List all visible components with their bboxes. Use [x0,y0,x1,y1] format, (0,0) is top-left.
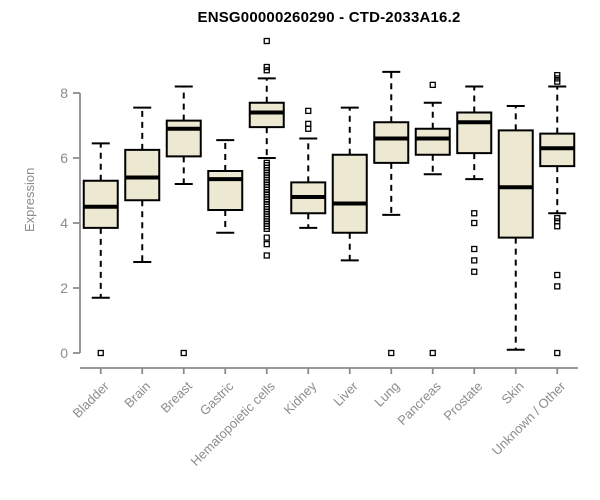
outlier-point [263,225,270,233]
outlier-point [305,107,312,115]
x-category-label-gastric: Gastric [197,378,237,418]
y-tick-label: 0 [60,345,68,361]
outlier-point [388,349,395,357]
y-tick-label: 4 [60,215,68,231]
outlier-point [263,240,270,248]
outlier-point [554,283,561,290]
outlier-point [554,271,561,279]
outlier-point [471,268,478,275]
box-breast [165,85,202,357]
outlier-point [554,223,561,230]
outlier-point [97,349,104,357]
y-tick-label: 2 [60,280,68,296]
box-lung [373,70,410,357]
x-category-label-unknown-other: Unknown / Other [489,378,569,458]
outlier-point [554,75,561,82]
x-category-label-lung: Lung [371,379,402,410]
outlier-point [471,245,478,253]
box-hematopoietic-cells [248,37,285,259]
outlier-point [263,252,270,259]
box-bladder [82,142,119,357]
x-category-label-bladder: Bladder [70,378,113,421]
outlier-point [471,257,478,264]
x-category-label-breast: Breast [158,378,195,415]
box-pancreas [414,81,451,357]
outlier-point [429,349,436,357]
outlier-point [429,81,436,89]
outlier-point [305,125,312,132]
x-category-label-prostate: Prostate [441,379,486,424]
outlier-point [180,349,187,357]
box-kidney [290,107,327,229]
outlier-point [263,63,270,71]
outlier-point [263,234,270,241]
chart-title: ENSG00000260290 - CTD-2033A16.2 [197,9,461,26]
x-category-label-brain: Brain [121,379,153,411]
x-category-label-kidney: Kidney [281,378,320,417]
box-gastric [207,139,244,234]
y-axis: 0 2 4 6 8 [60,85,81,361]
outlier-point [263,37,270,45]
x-category-label-pancreas: Pancreas [394,378,444,428]
box-unknown-other [539,71,576,357]
box-brain [124,106,161,263]
x-category-label-skin: Skin [498,379,526,407]
outlier-point [554,349,561,357]
box-liver [331,106,368,262]
outlier-point [554,78,561,85]
outlier-point [471,219,478,227]
outlier-point [471,210,478,217]
box-skin [497,105,534,351]
outlier-point [554,71,561,79]
y-tick-label: 8 [60,85,68,101]
outlier-point [263,67,270,74]
box-prostate [456,85,493,275]
x-category-label-liver: Liver [330,378,361,409]
outlier-point [554,214,561,222]
y-tick-label: 6 [60,150,68,166]
